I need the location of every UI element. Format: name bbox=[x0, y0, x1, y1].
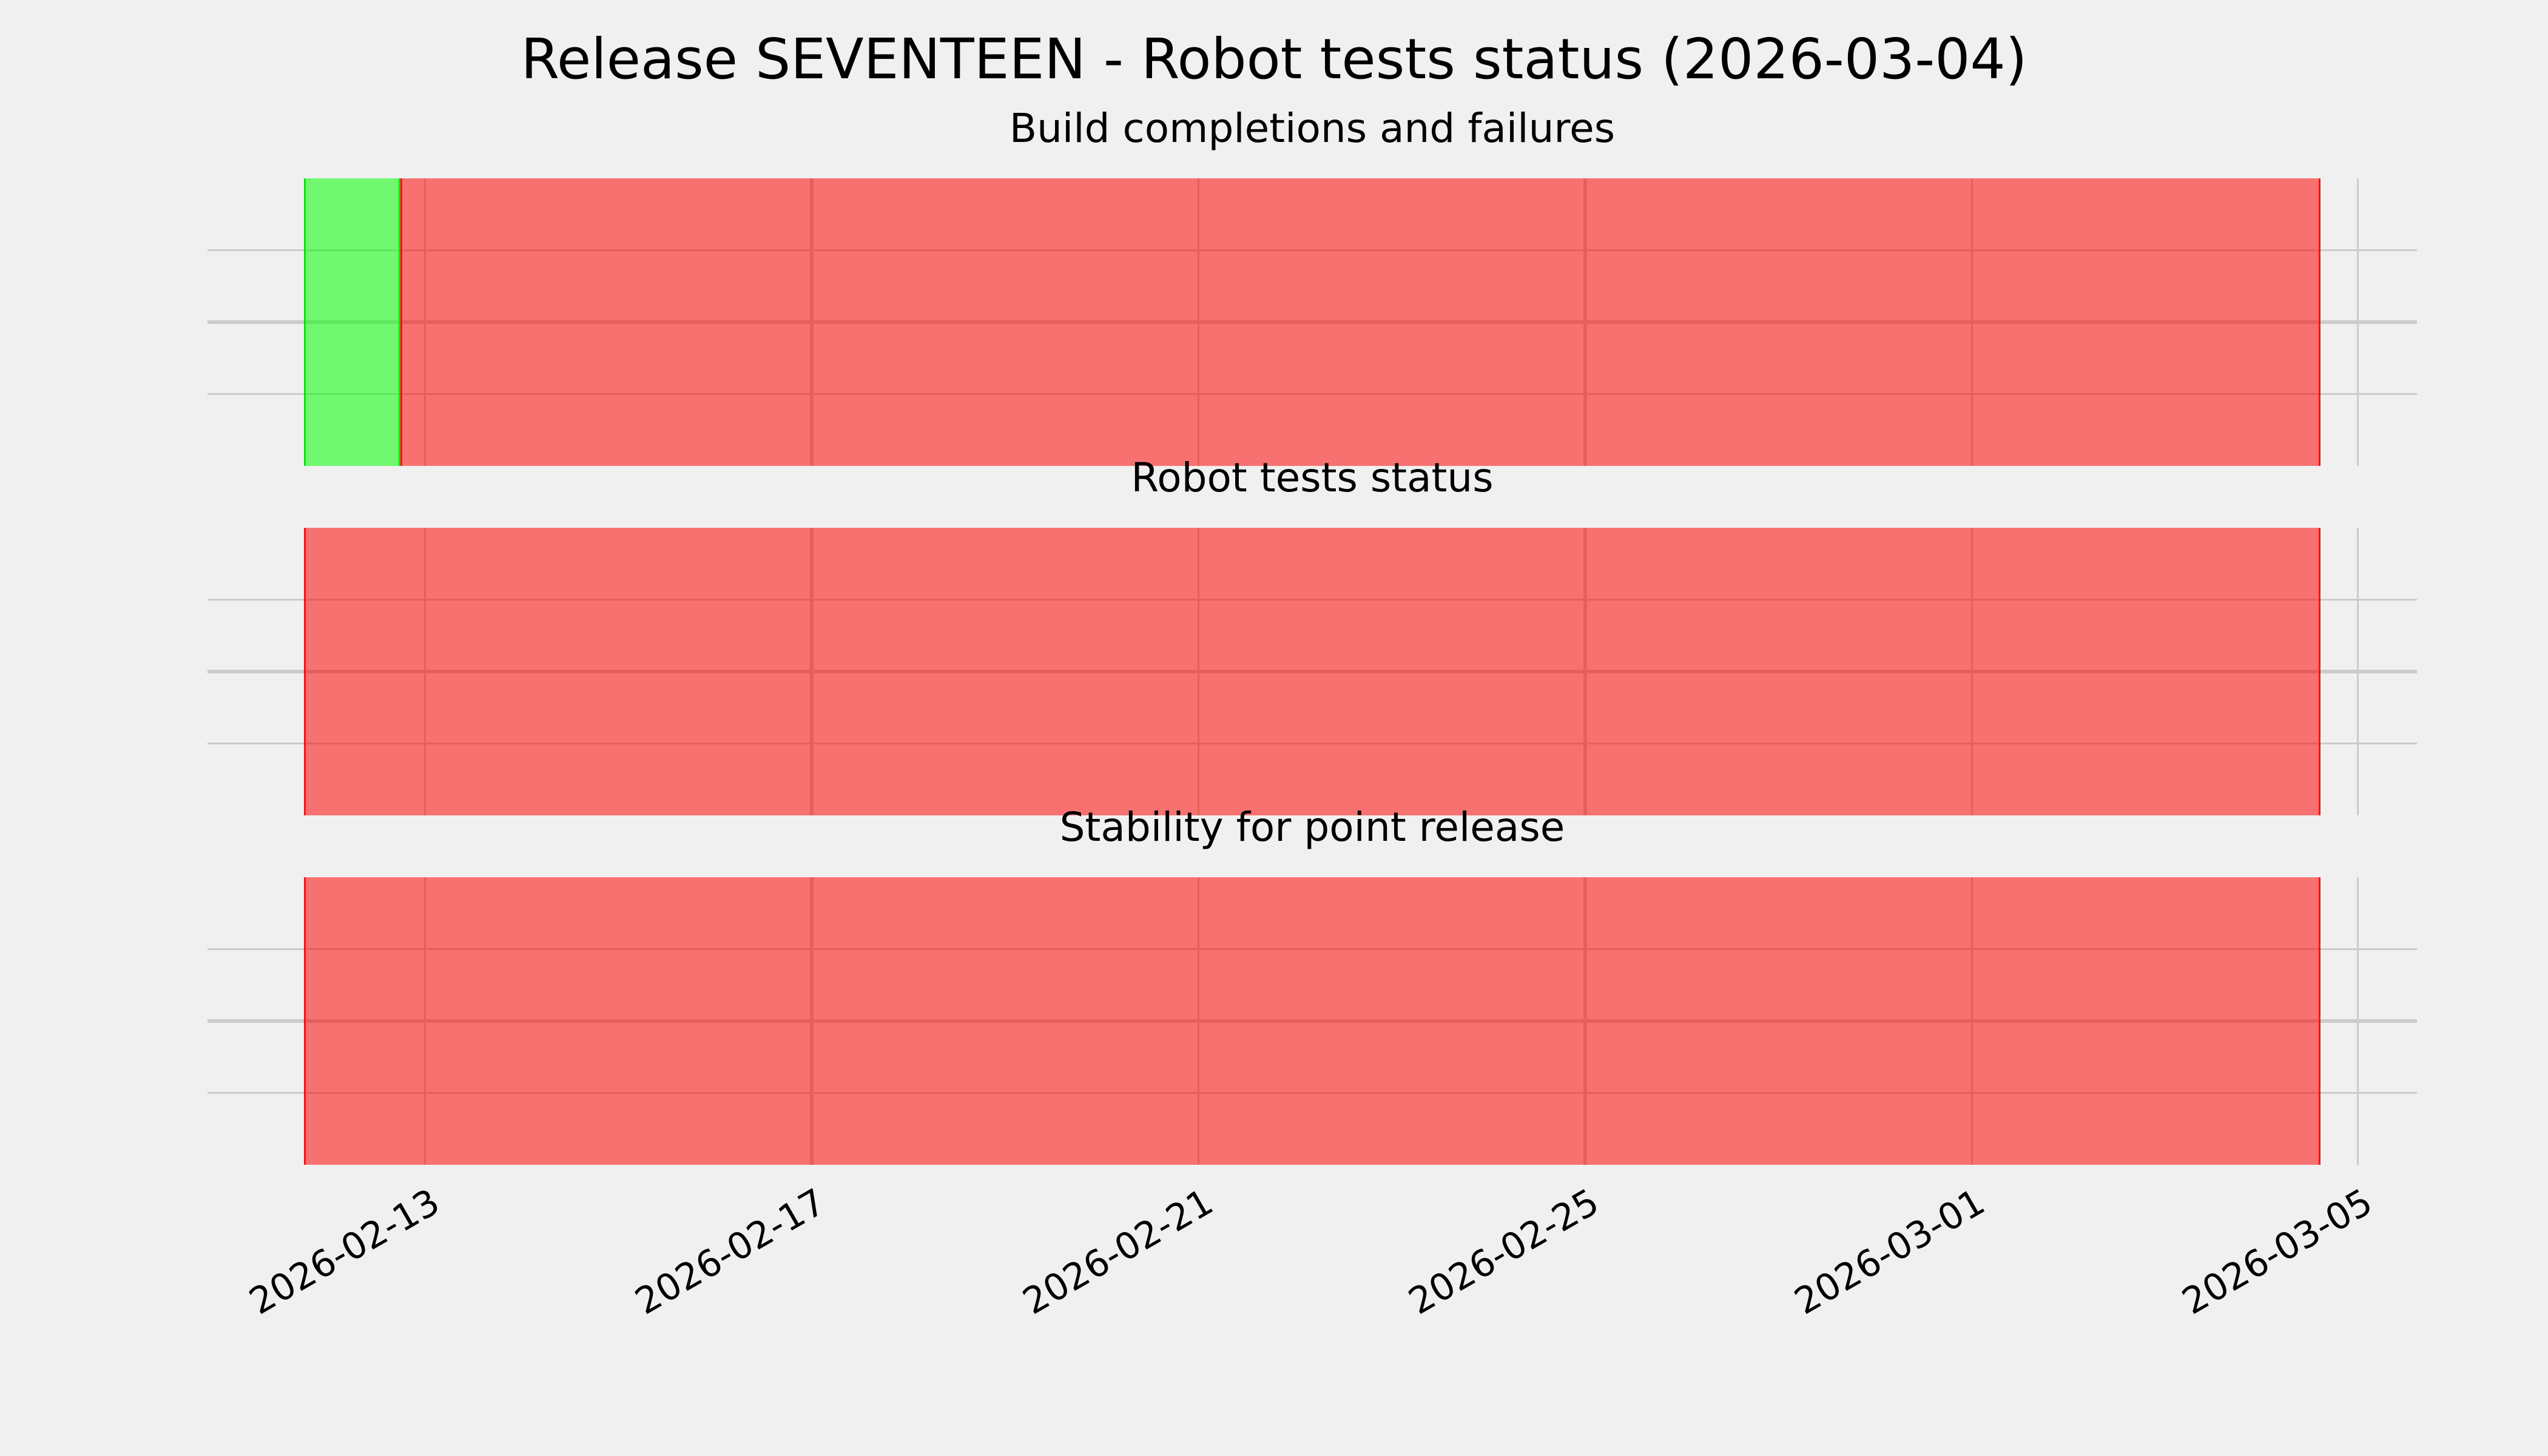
x-tick-label: 2026-02-21 bbox=[1014, 1179, 1219, 1324]
subplot-title: Build completions and failures bbox=[1009, 107, 1616, 153]
subplot-title: Robot tests status bbox=[1131, 457, 1494, 503]
status-bar-segment-success bbox=[305, 178, 402, 465]
figure-title: Release SEVENTEEN - Robot tests status (… bbox=[521, 29, 2027, 93]
x-tick-label: 2026-03-05 bbox=[2174, 1179, 2379, 1324]
status-bar-segment-failure bbox=[305, 528, 2320, 815]
status-bar-segment-failure bbox=[305, 877, 2320, 1164]
x-tick-label: 2026-02-13 bbox=[241, 1179, 447, 1324]
subplot-title: Stability for point release bbox=[1059, 806, 1565, 852]
x-gridline bbox=[2356, 528, 2359, 815]
x-gridline bbox=[2356, 178, 2359, 465]
plot-area bbox=[207, 178, 2417, 465]
x-tick-label: 2026-03-01 bbox=[1787, 1179, 1993, 1324]
plot-area bbox=[207, 877, 2417, 1164]
x-tick-label: 2026-02-25 bbox=[1401, 1179, 1606, 1324]
x-tick-label: 2026-02-17 bbox=[627, 1179, 833, 1324]
plot-area bbox=[207, 528, 2417, 815]
status-bar-segment-failure bbox=[401, 178, 2320, 465]
x-gridline bbox=[2356, 877, 2359, 1164]
